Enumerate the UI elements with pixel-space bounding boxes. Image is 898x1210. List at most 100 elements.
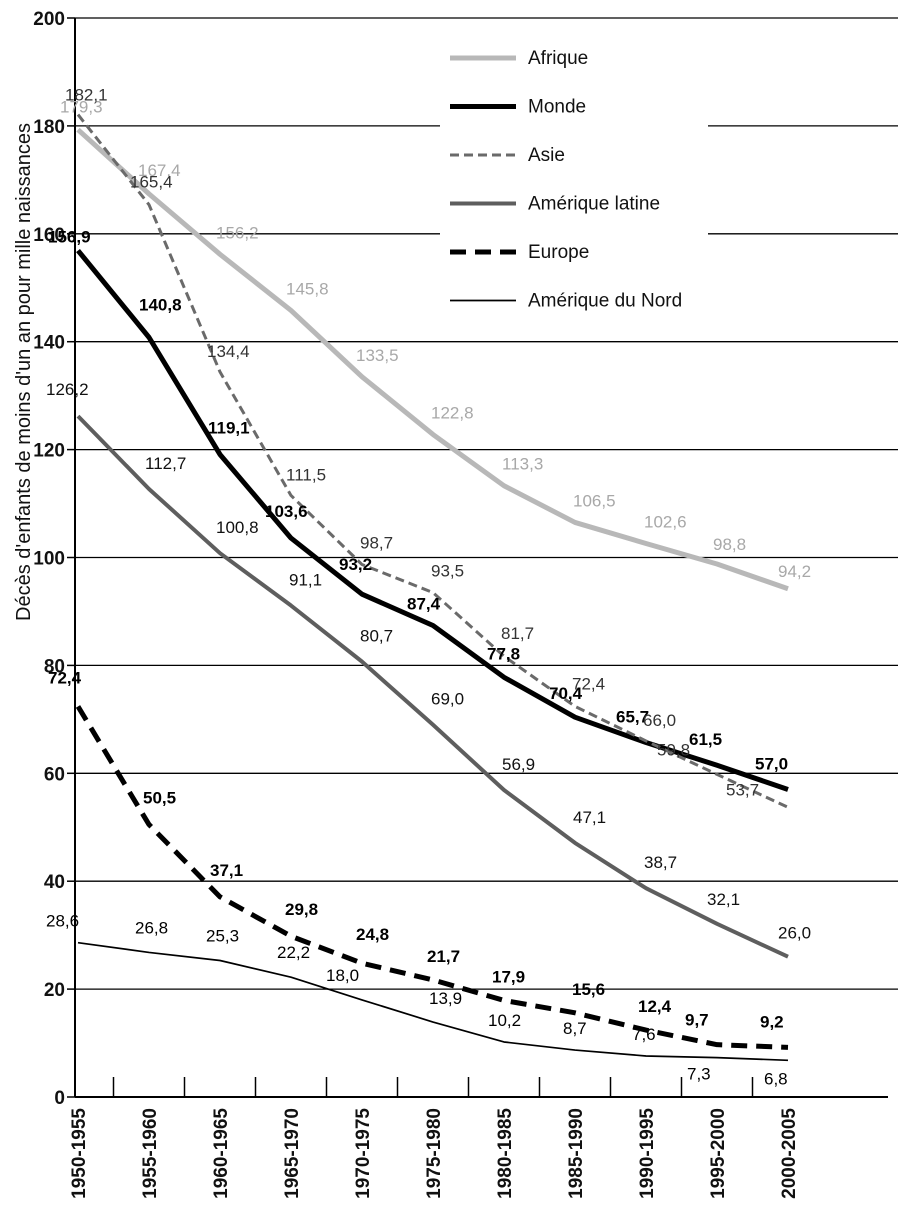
series-line-afrique [76,127,789,592]
data-label-amlat: 100,8 [216,518,259,537]
data-label-amlat: 26,0 [778,924,811,943]
data-label-afrique: 106,5 [573,491,616,510]
data-label-amnord: 26,8 [135,918,168,937]
data-label-monde: 87,4 [407,594,441,613]
data-label-monde: 65,7 [616,708,649,727]
data-label-europe: 24,8 [356,925,389,944]
data-label-monde: 103,6 [265,502,308,521]
data-label-afrique: 94,2 [778,562,811,581]
data-label-europe: 72,4 [48,668,82,687]
series-line-europe [75,705,789,1050]
data-label-afrique: 102,6 [644,512,687,531]
y-tick-label: 100 [33,549,65,570]
data-label-europe: 9,2 [760,1012,784,1031]
data-label-asie: 53,7 [726,780,759,799]
series-line-amlat [76,414,789,959]
data-label-afrique: 156,2 [216,223,259,242]
grid-lines [75,17,898,990]
data-label-europe: 37,1 [210,861,243,880]
data-label-asie: 111,5 [286,465,326,484]
data-label-europe: 21,7 [427,947,460,966]
x-tick-label: 1980-1985 [495,1108,516,1199]
series-lines [75,113,789,1062]
data-label-asie: 81,7 [501,624,534,643]
data-label-europe: 12,4 [638,997,672,1016]
series-line-monde [76,248,789,792]
data-label-europe: 50,5 [143,789,176,808]
data-label-afrique: 179,3 [60,98,103,117]
x-tick-label: 1985-1990 [566,1108,587,1199]
data-label-afrique: 167,4 [138,161,181,180]
series-line-asie [76,113,789,809]
data-label-afrique: 145,8 [286,279,329,298]
x-tick-label: 1960-1965 [211,1108,232,1199]
data-label-monde: 70,4 [549,684,583,703]
x-tick-label: 1955-1960 [140,1108,161,1199]
data-label-amnord: 13,9 [429,989,462,1008]
data-label-amlat: 126,2 [46,380,89,399]
data-label-asie: 182,1 [65,86,108,105]
data-label-amlat: 112,7 [145,454,186,473]
y-tick-label: 0 [54,1088,65,1109]
y-axis-label: Décès d'enfants de moins d'un an pour mi… [13,123,35,621]
data-label-amnord: 28,6 [46,912,79,931]
data-label-afrique: 98,8 [713,535,746,554]
y-tick-label: 140 [33,333,65,354]
data-label-amlat: 38,7 [644,853,677,872]
y-tick-label: 120 [33,441,65,462]
legend-label-europe: Europe [528,242,589,263]
data-label-amnord: 6,8 [764,1069,788,1088]
x-tick-label: 1995-2000 [708,1108,729,1199]
data-label-asie: 59,8 [657,740,690,759]
data-label-asie: 98,7 [360,534,393,553]
axes: 0 20 40 60 80 100 120 140 160 180 200 1950-1955 1955… [33,9,888,1199]
data-label-amnord: 7,3 [687,1065,711,1084]
data-label-amlat: 69,0 [431,690,464,709]
legend-label-amlat: Amérique latine [528,194,660,215]
data-label-monde: 93,2 [339,555,372,574]
x-tick-label: 1990-1995 [637,1108,658,1199]
data-label-amnord: 8,7 [563,1019,587,1038]
legend: Afrique Monde Asie Amérique latine Europe Amé… [450,48,682,312]
data-label-monde: 57,0 [755,754,788,773]
data-label-asie: 165,4 [130,173,173,192]
data-label-europe: 29,8 [285,900,318,919]
data-label-amlat: 47,1 [573,808,606,827]
data-label-afrique: 113,3 [502,455,543,474]
data-label-afrique: 133,5 [356,346,399,365]
legend-label-monde: Monde [528,97,586,118]
x-tick-label: 1965-1970 [282,1108,303,1199]
x-tick-label: 2000-2005 [779,1108,800,1199]
y-tick-label: 40 [44,872,65,893]
data-label-monde: 77,8 [487,644,520,663]
data-label-amlat: 56,9 [502,755,535,774]
data-label-asie: 134,4 [207,342,250,361]
legend-label-amnord: Amérique du Nord [528,291,682,312]
y-tick-label: 80 [44,656,65,677]
legend-label-afrique: Afrique [528,48,588,69]
y-tick-label: 200 [33,9,65,30]
data-label-monde: 61,5 [689,730,722,749]
data-label-amnord: 22,2 [277,943,310,962]
data-labels: 179,3 167,4 156,2 145,8 133,5 122,8 113,3 106,5… [46,86,811,1089]
data-label-amnord: 7,6 [632,1025,656,1044]
y-tick-label: 20 [44,980,65,1001]
legend-label-asie: Asie [528,145,565,166]
data-label-asie: 93,5 [431,562,464,581]
data-label-amlat: 32,1 [707,890,740,909]
data-label-asie: 72,4 [572,674,605,693]
data-label-monde: 140,8 [139,295,182,314]
data-label-europe: 17,9 [492,967,525,986]
data-label-amnord: 18,0 [326,966,359,985]
data-label-europe: 9,7 [685,1011,709,1030]
data-label-afrique: 122,8 [431,403,474,422]
x-tick-label: 1950-1955 [69,1108,90,1199]
data-label-monde: 156,9 [48,228,91,247]
y-tick-label: 160 [33,225,65,246]
data-label-amlat: 80,7 [360,627,393,646]
series-line-amnord [77,941,789,1062]
data-label-amnord: 25,3 [206,927,239,946]
data-label-europe: 15,6 [572,980,605,999]
data-label-amnord: 10,2 [488,1011,521,1030]
